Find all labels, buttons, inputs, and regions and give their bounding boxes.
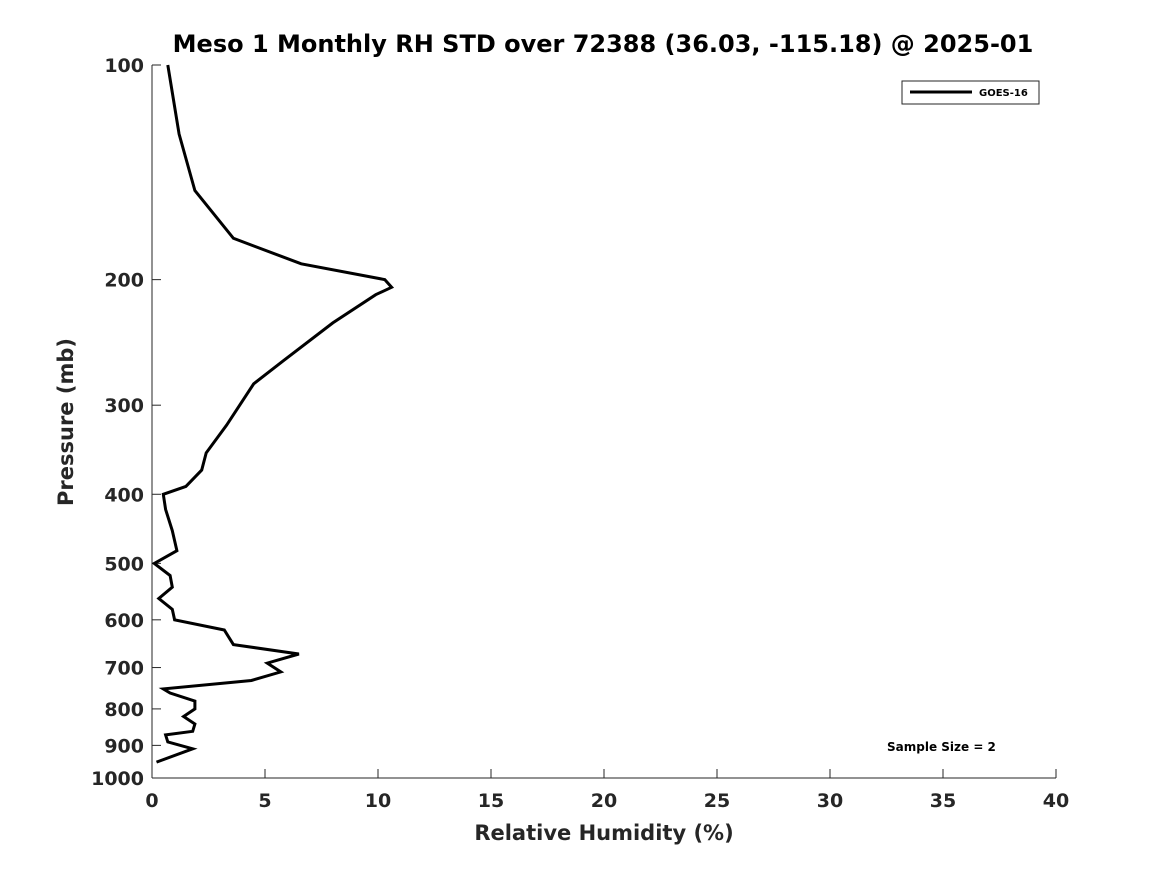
- x-axis-label: Relative Humidity (%): [474, 821, 733, 845]
- y-tick-label: 700: [104, 658, 144, 680]
- chart-title: Meso 1 Monthly RH STD over 72388 (36.03,…: [173, 30, 1034, 58]
- y-tick-label: 900: [104, 735, 144, 757]
- y-tick-label: 200: [104, 270, 144, 292]
- y-tick-label: 600: [104, 610, 144, 632]
- legend-label-goes-16: GOES-16: [979, 88, 1028, 99]
- x-ticks: 0 5 10 15 20 25 30 35 40: [145, 769, 1069, 812]
- sample-size-annotation: Sample Size = 2: [887, 740, 996, 754]
- x-tick-label: 35: [930, 790, 956, 812]
- y-tick-label: 500: [104, 553, 144, 575]
- legend[interactable]: GOES-16: [901, 80, 1040, 105]
- x-tick-label: 10: [365, 790, 391, 812]
- y-tick-label: 300: [104, 395, 144, 417]
- y-tick-label: 100: [104, 55, 144, 77]
- y-tick-label: 400: [104, 484, 144, 506]
- x-tick-label: 0: [145, 790, 158, 812]
- series-layer: [151, 64, 395, 764]
- y-ticks: 100 200 300 400 500 600 700 800 900 1000: [91, 55, 161, 790]
- x-tick-label: 20: [591, 790, 617, 812]
- y-axis-label: Pressure (mb): [54, 338, 78, 506]
- y-tick-label: 1000: [91, 768, 144, 790]
- series-line-goes-16: [151, 64, 395, 764]
- plot-area: 0 5 10 15 20 25 30 35 40 100 200 300 400 500 600 700 80…: [91, 55, 1069, 812]
- x-tick-label: 25: [704, 790, 730, 812]
- x-tick-label: 5: [258, 790, 271, 812]
- x-tick-label: 30: [817, 790, 843, 812]
- y-tick-label: 800: [104, 699, 144, 721]
- x-tick-label: 40: [1043, 790, 1069, 812]
- x-tick-label: 15: [478, 790, 504, 812]
